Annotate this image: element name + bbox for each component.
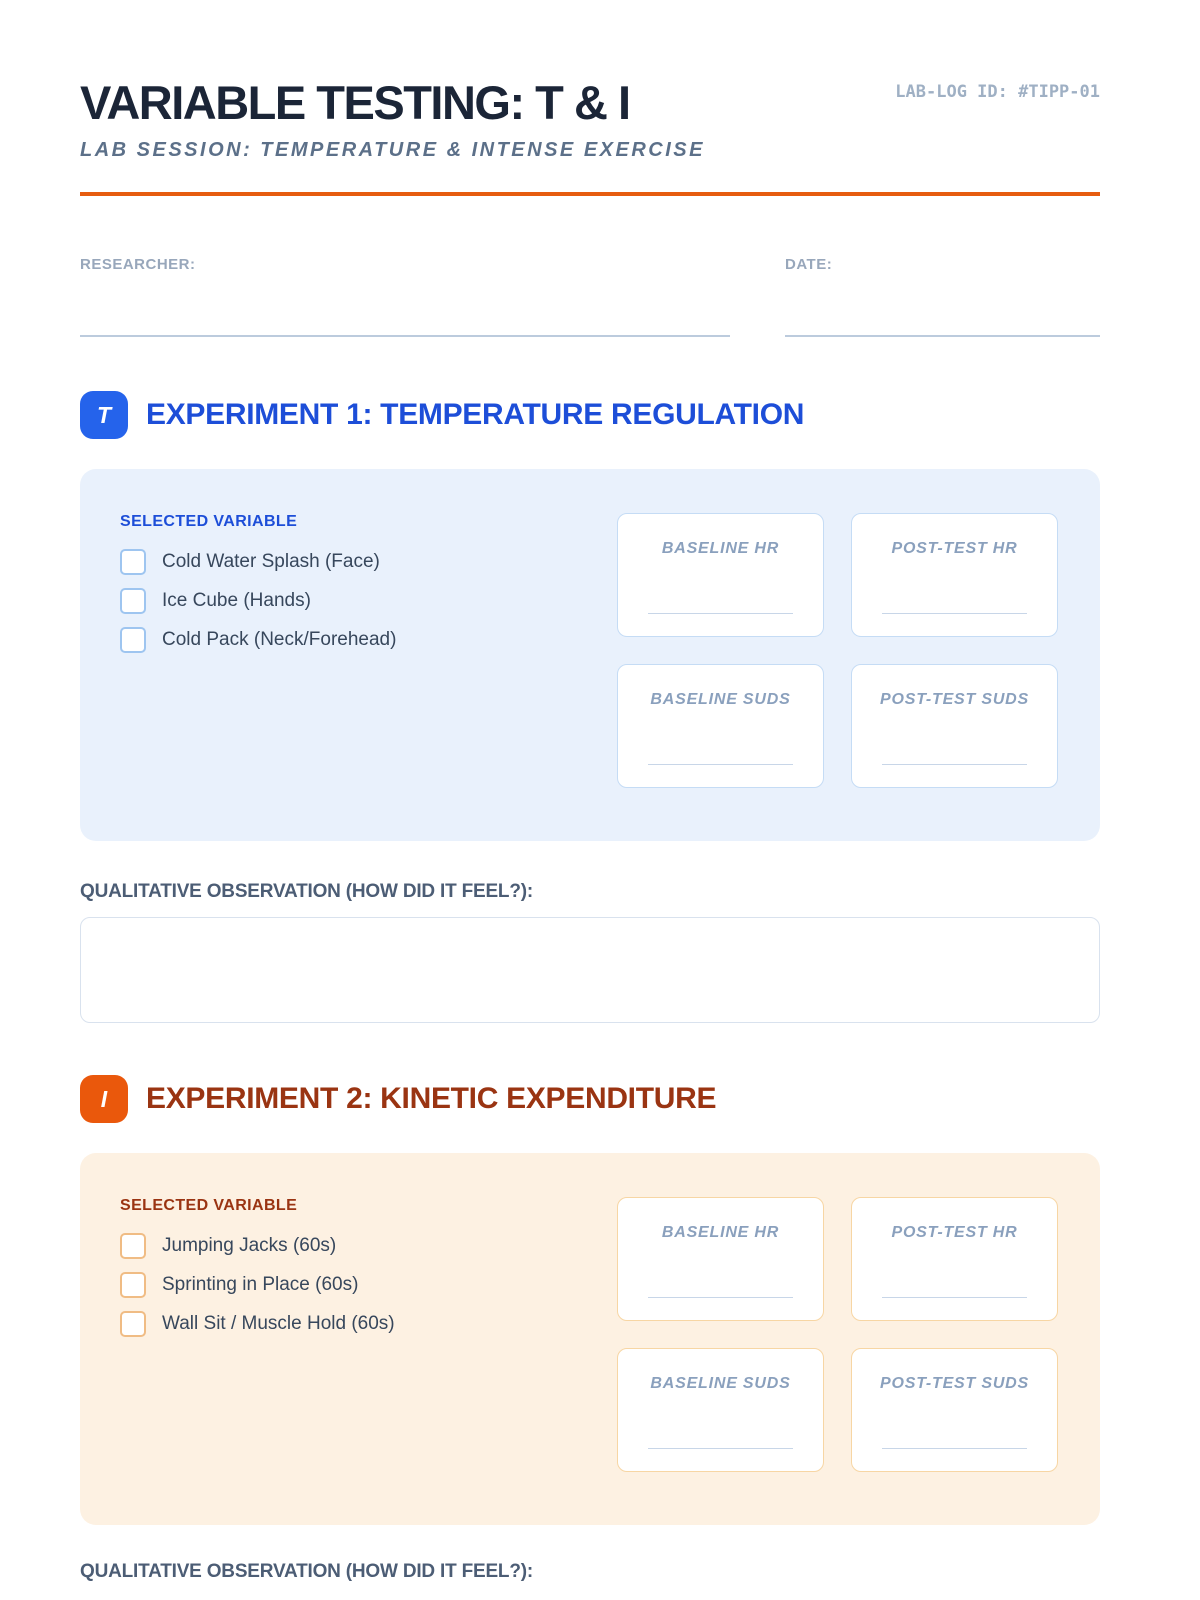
experiment-1-variable-group: SELECTED VARIABLE Cold Water Splash (Fac… xyxy=(120,513,396,801)
experiment-2-metric-grid: BASELINE HR POST-TEST HR BASELINE SUDS P… xyxy=(617,1197,1058,1485)
option-label: Sprinting in Place (60s) xyxy=(162,1274,359,1296)
checkbox-wall-sit[interactable] xyxy=(120,1311,146,1338)
metric-value-line[interactable] xyxy=(882,764,1027,766)
experiment-1-badge-icon: T xyxy=(80,391,128,440)
metric-label: BASELINE SUDS xyxy=(650,691,791,709)
metric-value-line[interactable] xyxy=(648,1448,793,1450)
metric-card-baseline-hr: BASELINE HR xyxy=(617,1197,824,1322)
experiment-1-heading: EXPERIMENT 1: TEMPERATURE REGULATION xyxy=(146,398,805,432)
experiment-2-panel: SELECTED VARIABLE Jumping Jacks (60s) Sp… xyxy=(80,1153,1100,1526)
metric-card-post-test-hr: POST-TEST HR xyxy=(851,1197,1058,1322)
metric-value-line[interactable] xyxy=(882,613,1027,615)
meta-row: RESEARCHER: DATE: xyxy=(80,256,1100,338)
option-label: Cold Pack (Neck/Forehead) xyxy=(162,629,397,651)
metric-label: POST-TEST SUDS xyxy=(880,1375,1029,1393)
metric-label: BASELINE SUDS xyxy=(650,1375,791,1393)
option-row-ice-cube[interactable]: Ice Cube (Hands) xyxy=(120,588,396,615)
experiment-1-badge-letter: T xyxy=(96,401,112,428)
selected-variable-label: SELECTED VARIABLE xyxy=(120,1197,298,1215)
researcher-field: RESEARCHER: xyxy=(80,256,730,338)
metric-card-post-test-suds: POST-TEST SUDS xyxy=(851,664,1058,789)
accent-divider xyxy=(80,192,1100,197)
experiment-2-badge-icon: I xyxy=(80,1075,128,1124)
metric-label: BASELINE HR xyxy=(661,540,780,558)
experiment-2-header: I EXPERIMENT 2: KINETIC EXPENDITURE xyxy=(80,1075,1100,1124)
option-row-jumping-jacks[interactable]: Jumping Jacks (60s) xyxy=(120,1233,395,1260)
experiment-1-observation-label: QUALITATIVE OBSERVATION (HOW DID IT FEEL… xyxy=(80,881,534,903)
metric-value-line[interactable] xyxy=(882,1448,1027,1450)
metric-card-post-test-suds: POST-TEST SUDS xyxy=(851,1348,1058,1473)
experiment-2-badge-letter: I xyxy=(100,1085,108,1112)
experiment-2-heading: EXPERIMENT 2: KINETIC EXPENDITURE xyxy=(146,1082,717,1116)
metric-value-line[interactable] xyxy=(648,613,793,615)
date-label: DATE: xyxy=(785,256,833,274)
selected-variable-label: SELECTED VARIABLE xyxy=(120,513,298,531)
experiment-1-header: T EXPERIMENT 1: TEMPERATURE REGULATION xyxy=(80,391,1100,440)
researcher-label: RESEARCHER: xyxy=(80,256,196,274)
metric-label: POST-TEST HR xyxy=(891,540,1018,558)
metric-card-post-test-hr: POST-TEST HR xyxy=(851,513,1058,638)
date-input-line[interactable] xyxy=(785,335,1100,338)
option-row-cold-water-splash[interactable]: Cold Water Splash (Face) xyxy=(120,549,396,576)
option-label: Cold Water Splash (Face) xyxy=(162,551,380,573)
option-row-cold-pack[interactable]: Cold Pack (Neck/Forehead) xyxy=(120,627,397,654)
page-subtitle: LAB SESSION: TEMPERATURE & INTENSE EXERC… xyxy=(80,139,705,162)
metric-value-line[interactable] xyxy=(882,1297,1027,1299)
option-label: Ice Cube (Hands) xyxy=(162,590,311,612)
metric-label: POST-TEST SUDS xyxy=(880,691,1029,709)
page-title: VARIABLE TESTING: T & I xyxy=(80,76,631,129)
metric-value-line[interactable] xyxy=(648,1297,793,1299)
experiment-1-observation-input[interactable] xyxy=(80,917,1100,1024)
header: LAB-LOG ID: #TIPP-01 VARIABLE TESTING: T… xyxy=(80,78,1100,162)
metric-card-baseline-suds: BASELINE SUDS xyxy=(617,1348,824,1473)
option-row-wall-sit[interactable]: Wall Sit / Muscle Hold (60s) xyxy=(120,1311,395,1338)
researcher-input-line[interactable] xyxy=(80,335,730,338)
metric-label: BASELINE HR xyxy=(661,1224,780,1242)
experiment-1-metric-grid: BASELINE HR POST-TEST HR BASELINE SUDS P… xyxy=(617,513,1058,801)
lab-log-id: LAB-LOG ID: #TIPP-01 xyxy=(895,82,1100,102)
metric-value-line[interactable] xyxy=(648,764,793,766)
date-field: DATE: xyxy=(785,256,1100,338)
checkbox-ice-cube[interactable] xyxy=(120,588,146,615)
option-row-sprinting[interactable]: Sprinting in Place (60s) xyxy=(120,1272,395,1299)
option-label: Jumping Jacks (60s) xyxy=(162,1235,337,1257)
experiment-2-observation-label: QUALITATIVE OBSERVATION (HOW DID IT FEEL… xyxy=(80,1561,534,1583)
checkbox-cold-pack[interactable] xyxy=(120,627,146,654)
experiment-2-variable-group: SELECTED VARIABLE Jumping Jacks (60s) Sp… xyxy=(120,1197,395,1485)
checkbox-jumping-jacks[interactable] xyxy=(120,1233,146,1260)
checkbox-cold-water-splash[interactable] xyxy=(120,549,146,576)
option-label: Wall Sit / Muscle Hold (60s) xyxy=(162,1313,395,1335)
experiment-1-panel: SELECTED VARIABLE Cold Water Splash (Fac… xyxy=(80,469,1100,842)
metric-label: POST-TEST HR xyxy=(891,1224,1018,1242)
checkbox-sprinting[interactable] xyxy=(120,1272,146,1299)
metric-card-baseline-hr: BASELINE HR xyxy=(617,513,824,638)
metric-card-baseline-suds: BASELINE SUDS xyxy=(617,664,824,789)
